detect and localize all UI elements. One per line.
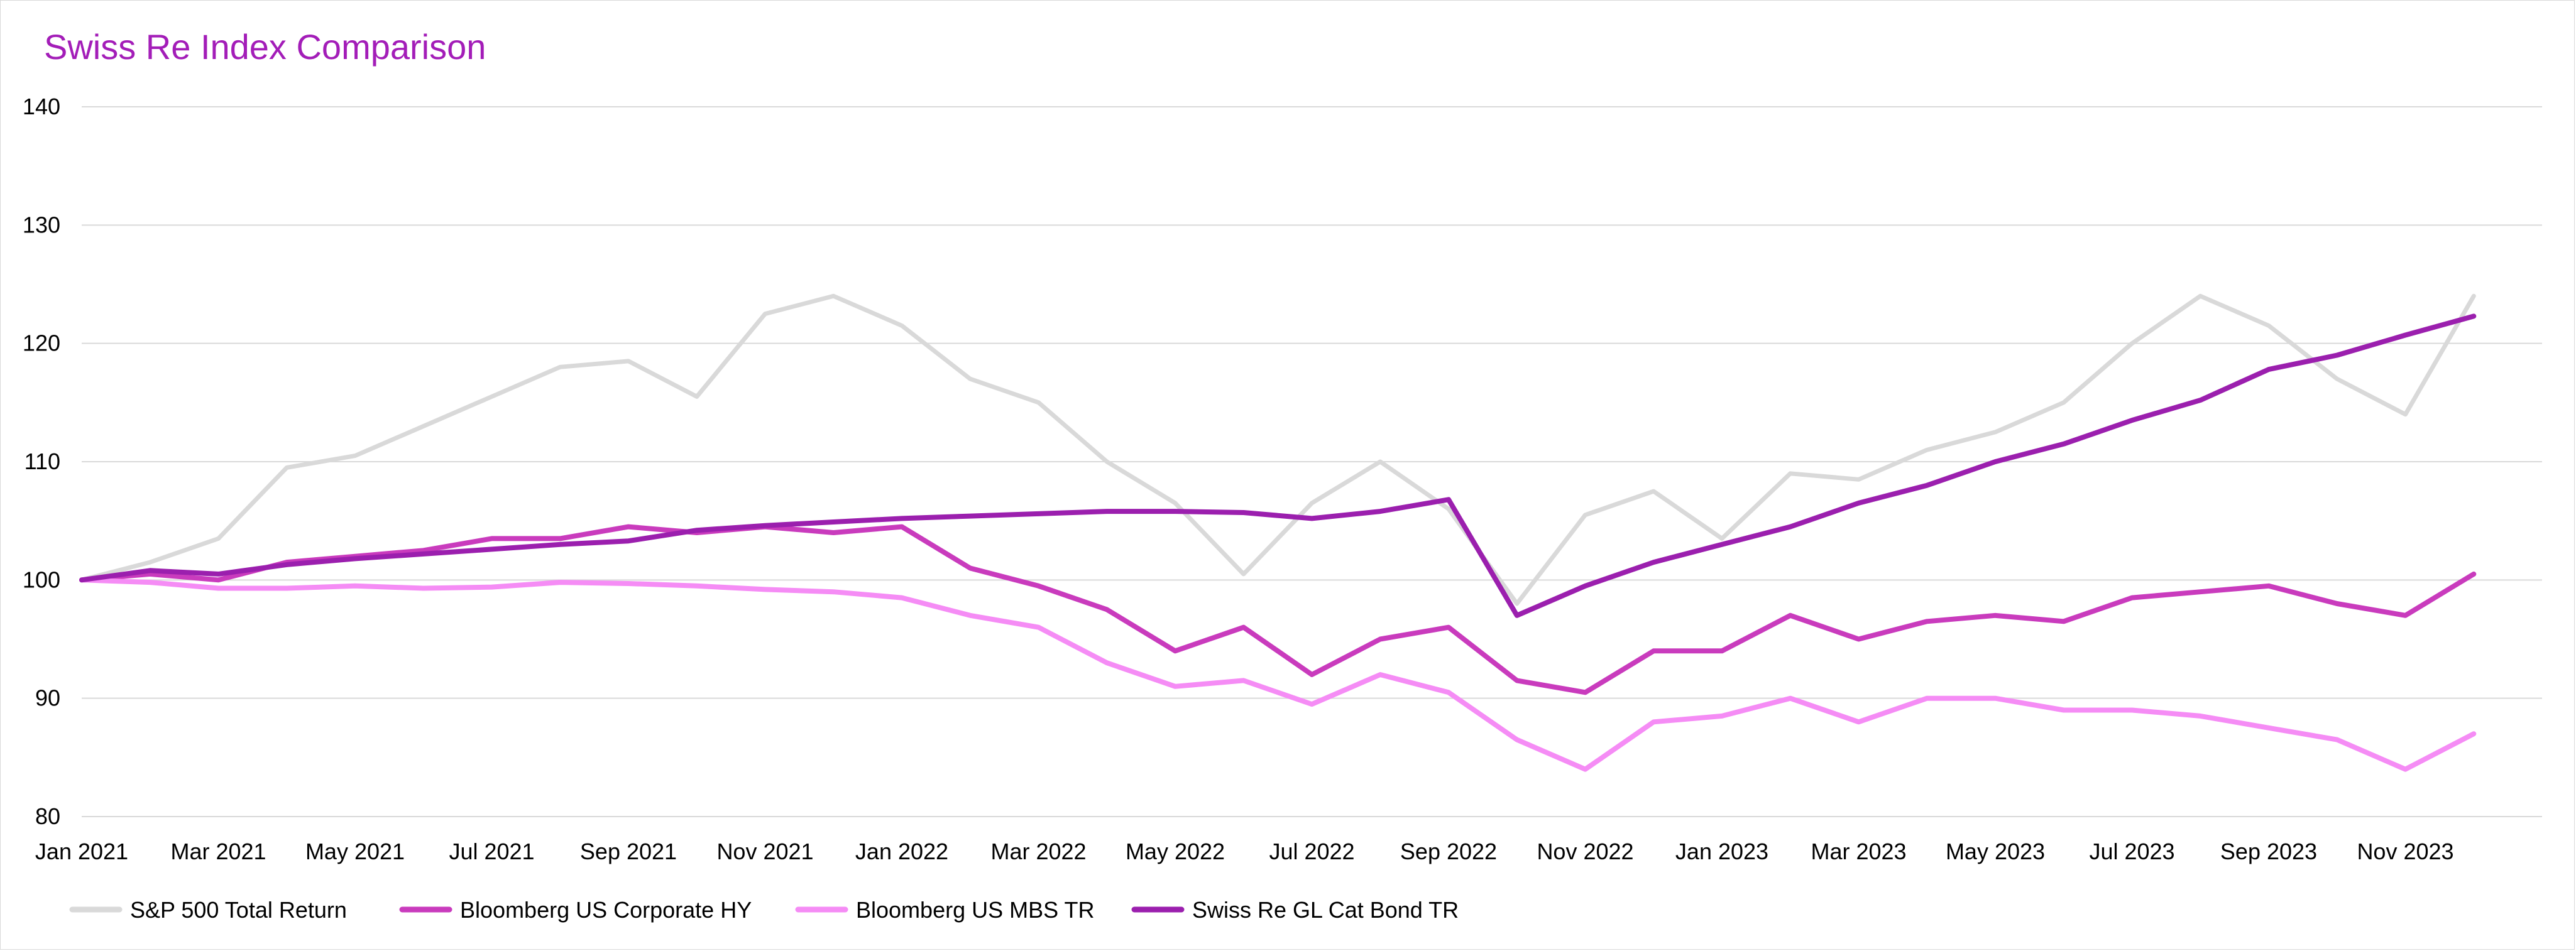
x-tick-label: Nov 2022: [1537, 839, 1633, 864]
x-tick-label: Jan 2021: [35, 839, 128, 864]
legend-label: Swiss Re GL Cat Bond TR: [1192, 897, 1459, 923]
y-tick-label: 110: [25, 448, 60, 474]
legend-label: Bloomberg US MBS TR: [856, 897, 1094, 923]
legend: S&P 500 Total Return Bloomberg US Corpora…: [69, 897, 1459, 923]
x-tick-label: Mar 2022: [990, 839, 1086, 864]
x-tick-label: Sep 2021: [580, 839, 677, 864]
x-tick-label: Mar 2021: [170, 839, 266, 864]
y-axis-ticks: 80 90 100 110 120 130 140: [23, 94, 60, 829]
x-tick-label: Jul 2023: [2089, 839, 2174, 864]
y-tick-label: 140: [23, 94, 60, 119]
y-tick-label: 90: [35, 685, 60, 711]
x-axis-ticks: Jan 2021 Mar 2021 May 2021 Jul 2021 Sep 2021…: [35, 839, 2454, 864]
x-tick-label: Jan 2022: [855, 839, 948, 864]
y-tick-label: 100: [23, 567, 60, 592]
gridlines: [82, 106, 2542, 817]
series-line: [79, 577, 2477, 772]
x-tick-label: Nov 2023: [2357, 839, 2453, 864]
y-tick-label: 120: [23, 330, 60, 356]
x-tick-label: Sep 2022: [1400, 839, 1497, 864]
legend-label: Bloomberg US Corporate HY: [460, 897, 752, 923]
chart-title: Swiss Re Index Comparison: [44, 27, 486, 67]
x-tick-label: May 2023: [1946, 839, 2045, 864]
x-tick-label: May 2021: [305, 839, 405, 864]
x-tick-label: Jan 2023: [1675, 839, 1768, 864]
y-tick-label: 130: [23, 212, 60, 237]
x-tick-label: Mar 2023: [1811, 839, 1906, 864]
series-line: [79, 524, 2477, 695]
legend-label: S&P 500 Total Return: [130, 897, 347, 923]
y-tick-label: 80: [35, 803, 60, 829]
series-line: [79, 313, 2477, 618]
x-tick-label: Jul 2022: [1269, 839, 1354, 864]
x-tick-label: Nov 2021: [716, 839, 813, 864]
series-lines: [79, 293, 2477, 772]
series-line: [79, 293, 2476, 606]
x-tick-label: Jul 2021: [449, 839, 534, 864]
x-tick-label: May 2022: [1126, 839, 1225, 864]
x-tick-label: Sep 2023: [2220, 839, 2317, 864]
